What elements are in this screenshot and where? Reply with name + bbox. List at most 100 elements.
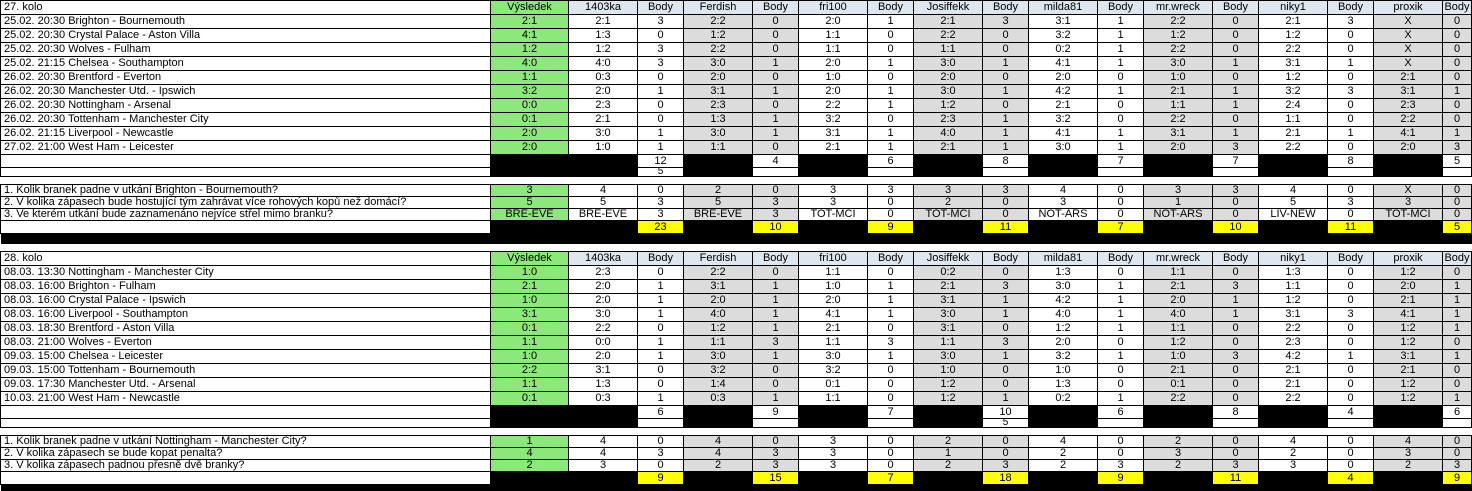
tip-cell[interactable]: 1:0 — [568, 140, 638, 155]
question-tip-cell[interactable]: 4 — [1373, 435, 1443, 448]
question-tip-cell[interactable]: 3 — [1258, 459, 1328, 472]
tip-cell[interactable]: 2:2 — [683, 42, 753, 57]
points-cell[interactable]: 0 — [1097, 98, 1144, 113]
points-cell[interactable]: 1 — [867, 14, 914, 29]
points-cell[interactable]: 0 — [752, 70, 799, 85]
tip-cell[interactable]: 1:2 — [913, 377, 983, 392]
points-cell[interactable]: 1 — [752, 84, 799, 99]
tip-cell[interactable]: 2:0 — [798, 84, 868, 99]
points-cell[interactable]: 0 — [637, 98, 684, 113]
tip-cell[interactable]: 1:4 — [683, 377, 753, 392]
tip-cell[interactable]: 2:2 — [683, 14, 753, 29]
question-points-cell[interactable]: 0 — [867, 447, 914, 460]
points-cell[interactable]: 1 — [637, 279, 684, 294]
match-result-cell[interactable]: 1:0 — [490, 293, 569, 308]
grand-total-cell[interactable]: 11 — [1212, 471, 1259, 485]
points-cell[interactable]: 3 — [752, 335, 799, 350]
match-label[interactable]: 26.02. 21:15 Liverpool - Newcastle — [0, 126, 491, 141]
tip-cell[interactable]: 2:2 — [683, 265, 753, 280]
body-column-header[interactable]: Body — [1212, 251, 1259, 266]
points-cell[interactable]: 0 — [1442, 363, 1472, 378]
body-column-header[interactable]: Body — [637, 0, 684, 15]
points-cell[interactable]: 0 — [1442, 14, 1472, 29]
player-column-header[interactable]: fri100 — [798, 251, 868, 266]
match-label[interactable]: 25.02. 20:30 Crystal Palace - Aston Vill… — [0, 28, 491, 43]
points-cell[interactable]: 0 — [752, 265, 799, 280]
grand-total-cell[interactable]: 4 — [1327, 471, 1374, 485]
points-cell[interactable]: 3 — [1212, 140, 1259, 155]
points-cell[interactable]: 0 — [1327, 293, 1374, 308]
tip-cell[interactable]: 1:2 — [1258, 293, 1328, 308]
points-cell[interactable]: 0 — [1327, 265, 1374, 280]
points-cell[interactable]: 1 — [1097, 293, 1144, 308]
points-cell[interactable]: 0 — [867, 112, 914, 127]
tip-cell[interactable]: 3:0 — [568, 307, 638, 322]
match-label[interactable]: 09.03. 15:00 Tottenham - Bournemouth — [0, 363, 491, 378]
points-cell[interactable]: 0 — [1442, 335, 1472, 350]
question-points-cell[interactable]: 0 — [1442, 447, 1472, 460]
tip-cell[interactable]: 2:1 — [913, 279, 983, 294]
points-cell[interactable]: 0 — [1097, 70, 1144, 85]
points-cell[interactable]: 1 — [752, 391, 799, 406]
points-cell[interactable]: 0 — [1212, 112, 1259, 127]
points-cell[interactable]: 1 — [982, 293, 1029, 308]
points-cell[interactable]: 0 — [1212, 391, 1259, 406]
player-total-cell[interactable]: 5 — [1442, 154, 1472, 168]
player-column-header[interactable]: Ferdish — [683, 0, 753, 15]
points-cell[interactable]: 1 — [1097, 140, 1144, 155]
tip-cell[interactable]: 1:1 — [798, 42, 868, 57]
tip-cell[interactable]: 0:1 — [1143, 377, 1213, 392]
player-bonus-cell[interactable] — [1327, 418, 1374, 428]
points-cell[interactable]: 3 — [1327, 84, 1374, 99]
points-cell[interactable]: 1 — [1212, 126, 1259, 141]
tip-cell[interactable]: 1:2 — [1258, 28, 1328, 43]
tip-cell[interactable]: 1:2 — [913, 98, 983, 113]
question-points-cell[interactable]: 3 — [637, 447, 684, 460]
tip-cell[interactable]: 2:1 — [1373, 293, 1443, 308]
points-cell[interactable]: 0 — [982, 28, 1029, 43]
question-points-cell[interactable]: 3 — [752, 208, 799, 221]
tip-cell[interactable]: 1:2 — [1373, 321, 1443, 336]
question-points-cell[interactable]: 0 — [1442, 184, 1472, 197]
tip-cell[interactable]: 1:2 — [913, 391, 983, 406]
match-label[interactable]: 25.02. 20:30 Wolves - Fulham — [0, 42, 491, 57]
question-tip-cell[interactable]: 3 — [798, 196, 868, 209]
points-cell[interactable]: 1 — [982, 391, 1029, 406]
question-tip-cell[interactable]: 3 — [798, 447, 868, 460]
points-cell[interactable]: 1 — [637, 349, 684, 364]
tip-cell[interactable]: 3:2 — [1028, 112, 1098, 127]
tip-cell[interactable]: X — [1373, 42, 1443, 57]
tip-cell[interactable]: 3:0 — [1028, 140, 1098, 155]
body-column-header[interactable]: Body — [867, 0, 914, 15]
tip-cell[interactable]: 4:1 — [798, 307, 868, 322]
tip-cell[interactable]: X — [1373, 28, 1443, 43]
match-label[interactable]: 26.02. 20:30 Brentford - Everton — [0, 70, 491, 85]
player-column-header[interactable]: proxik — [1373, 251, 1443, 266]
player-bonus-cell[interactable] — [1442, 418, 1472, 428]
player-column-header[interactable]: mr.wreck — [1143, 251, 1213, 266]
empty-label-cell[interactable] — [0, 154, 491, 168]
tip-cell[interactable]: 2:1 — [1143, 363, 1213, 378]
tip-cell[interactable]: 3:0 — [683, 56, 753, 71]
player-bonus-cell[interactable] — [867, 418, 914, 428]
points-cell[interactable]: 0 — [1097, 112, 1144, 127]
points-cell[interactable]: 0 — [1327, 98, 1374, 113]
match-label[interactable]: 26.02. 20:30 Nottingham - Arsenal — [0, 98, 491, 113]
question-tip-cell[interactable]: 4 — [1258, 435, 1328, 448]
tip-cell[interactable]: 1:1 — [1258, 279, 1328, 294]
question-label[interactable]: 2. V kolika zápasech bude hostující tým … — [0, 196, 491, 209]
question-points-cell[interactable]: 0 — [1097, 184, 1144, 197]
points-cell[interactable]: 0 — [1097, 265, 1144, 280]
tip-cell[interactable]: 0:0 — [568, 335, 638, 350]
tip-cell[interactable]: 2:2 — [1373, 112, 1443, 127]
points-cell[interactable]: 0 — [982, 321, 1029, 336]
question-points-cell[interactable]: 3 — [867, 184, 914, 197]
player-bonus-cell[interactable] — [1212, 418, 1259, 428]
question-tip-cell[interactable]: 4 — [683, 435, 753, 448]
tip-cell[interactable]: 1:2 — [1373, 265, 1443, 280]
question-tip-cell[interactable]: 5 — [683, 196, 753, 209]
points-cell[interactable]: 0 — [867, 70, 914, 85]
tip-cell[interactable]: 1:2 — [1373, 335, 1443, 350]
player-bonus-cell[interactable] — [867, 167, 914, 177]
points-cell[interactable]: 1 — [1442, 279, 1472, 294]
